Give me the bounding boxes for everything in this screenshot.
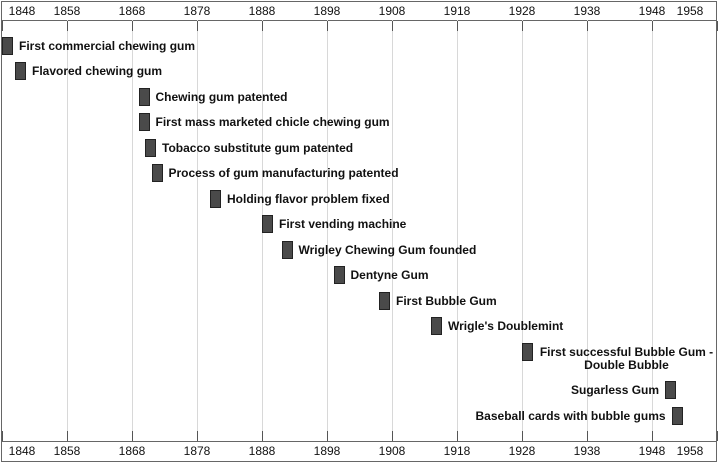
event-bar [210,190,221,208]
tick-label-bottom: 1938 [573,444,601,458]
tick-label-top: 1898 [313,4,341,18]
gridline [327,20,328,440]
tick-label-top: 1958 [676,4,704,18]
tick-bottom [392,431,393,441]
tick-bottom [327,431,328,441]
tick-bottom [587,431,588,441]
tick-label-bottom: 1918 [443,444,471,458]
event-bar [262,215,273,233]
gridline [197,20,198,440]
tick-bottom [132,431,133,441]
event-bar [671,407,683,425]
event-bar [138,113,150,131]
tick-label-top: 1858 [53,4,81,18]
tick-bottom [717,431,718,441]
tick-label-top: 1888 [248,4,276,18]
event-bar [15,62,26,80]
tick-label-top: 1848 [8,4,36,18]
tick-bottom [2,431,3,441]
gridline [457,20,458,440]
tick-top [652,21,653,31]
event-label: Wrigley Chewing Gum founded [298,243,477,257]
tick-label-top: 1918 [443,4,471,18]
event-label: Flavored chewing gum [32,64,163,78]
tick-label-bottom: 1928 [508,444,536,458]
tick-bottom [522,431,523,441]
tick-label-bottom: 1948 [638,444,666,458]
event-label: First mass marketed chicle chewing gum [155,115,390,129]
tick-label-top: 1878 [183,4,211,18]
tick-top [587,21,588,31]
event-label: Wrigle's Doublemint [448,319,564,333]
event-label: Holding flavor problem fixed [227,192,390,206]
tick-top [457,21,458,31]
event-bar [145,139,156,157]
tick-label-top: 1928 [508,4,536,18]
top-axis [1,1,717,21]
event-bar [431,317,442,335]
tick-top [327,21,328,31]
tick-top [717,21,718,31]
event-label: Process of gum manufacturing patented [168,166,399,180]
event-bar [151,164,163,182]
event-bar [379,292,390,310]
gridline [392,20,393,440]
event-label: Baseball cards with bubble gums [475,409,666,423]
event-bar [138,88,150,106]
gridline [652,20,653,440]
tick-label-top: 1908 [378,4,406,18]
event-bar [281,241,293,259]
tick-label-bottom: 1848 [8,444,36,458]
tick-bottom [262,431,263,441]
tick-bottom [67,431,68,441]
tick-label-top: 1868 [118,4,146,18]
tick-top [197,21,198,31]
tick-bottom [652,431,653,441]
tick-label-top: 1948 [638,4,666,18]
event-label: First successful Bubble Gum - Double Bub… [539,345,714,372]
tick-bottom [197,431,198,441]
gridline [67,20,68,440]
tick-label-bottom: 1898 [313,444,341,458]
event-label: First commercial chewing gum [19,39,196,53]
tick-label-bottom: 1958 [676,444,704,458]
tick-top [392,21,393,31]
gridline [132,20,133,440]
tick-top [522,21,523,31]
tick-bottom [457,431,458,441]
tick-top [67,21,68,31]
event-bar [333,266,345,284]
event-label: First Bubble Gum [396,294,497,308]
tick-label-bottom: 1908 [378,444,406,458]
tick-label-top: 1938 [573,4,601,18]
event-label: First vending machine [279,217,407,231]
gridline [522,20,523,440]
event-bar [665,381,676,399]
event-label: Sugarless Gum [571,383,660,397]
tick-top [262,21,263,31]
event-label: Dentyne Gum [350,268,429,282]
tick-label-bottom: 1858 [53,444,81,458]
gridline [587,20,588,440]
tick-label-bottom: 1868 [118,444,146,458]
event-bar [2,37,13,55]
event-label: Tobacco substitute gum patented [162,141,354,155]
bottom-axis [1,441,717,461]
tick-top [2,21,3,31]
event-label: Chewing gum patented [155,90,288,104]
tick-top [132,21,133,31]
tick-label-bottom: 1888 [248,444,276,458]
tick-label-bottom: 1878 [183,444,211,458]
event-bar [522,343,533,361]
